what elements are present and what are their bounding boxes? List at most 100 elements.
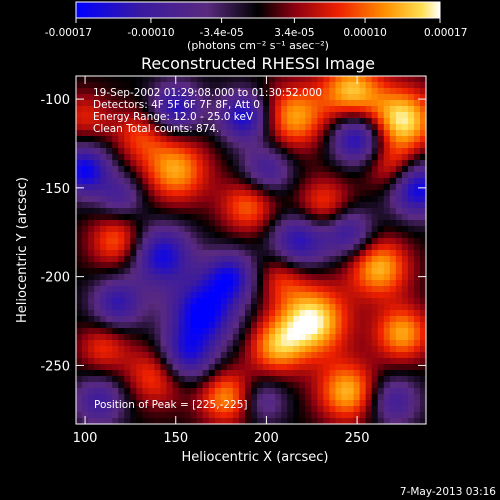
heatmap-cell	[359, 184, 367, 191]
heatmap-cell	[305, 106, 312, 113]
heatmap-cell	[88, 358, 95, 365]
heatmap-cell	[148, 154, 156, 161]
heatmap-cells	[76, 76, 427, 425]
heatmap-cell	[305, 124, 312, 131]
heatmap-cell	[172, 292, 180, 299]
chart-title: Reconstructed RHESSI Image	[141, 54, 375, 73]
heatmap-cell	[329, 190, 337, 197]
heatmap-cell	[377, 388, 385, 395]
heatmap-cell	[190, 100, 198, 107]
heatmap-cell	[184, 316, 192, 323]
heatmap-cell	[244, 106, 252, 113]
heatmap-cell	[353, 370, 361, 377]
heatmap-cell	[166, 256, 174, 263]
heatmap-cell	[353, 232, 361, 239]
heatmap-cell	[232, 94, 240, 101]
heatmap-cell	[383, 268, 391, 275]
heatmap-cell	[118, 334, 125, 341]
heatmap-cell	[317, 406, 325, 413]
heatmap-cell	[202, 268, 210, 275]
heatmap-cell	[88, 388, 95, 395]
heatmap-cell	[148, 208, 156, 215]
heatmap-cell	[323, 262, 331, 269]
heatmap-cell	[317, 316, 325, 323]
heatmap-cell	[371, 232, 379, 239]
heatmap-cell	[148, 406, 156, 413]
heatmap-cell	[178, 394, 186, 401]
heatmap-cell	[293, 82, 300, 89]
heatmap-cell	[214, 124, 222, 131]
heatmap-cell	[263, 328, 270, 335]
heatmap-cell	[160, 304, 168, 311]
heatmap-cell	[142, 352, 150, 359]
heatmap-cell	[148, 172, 156, 179]
heatmap-cell	[371, 208, 379, 215]
heatmap-cell	[347, 382, 355, 389]
heatmap-cell	[419, 94, 427, 101]
heatmap-cell	[118, 136, 125, 143]
heatmap-cell	[281, 358, 288, 365]
heatmap-cell	[88, 322, 95, 329]
heatmap-cell	[323, 364, 331, 371]
heatmap-cell	[124, 124, 131, 131]
heatmap-cell	[407, 76, 415, 83]
heatmap-cell	[407, 238, 415, 245]
heatmap-cell	[172, 316, 180, 323]
heatmap-cell	[232, 226, 240, 233]
heatmap-cell	[160, 76, 168, 83]
heatmap-cell	[76, 130, 83, 137]
heatmap-cell	[136, 340, 143, 347]
heatmap-cell	[269, 250, 276, 257]
heatmap-cell	[112, 220, 119, 227]
heatmap-cell	[82, 190, 89, 197]
heatmap-cell	[94, 106, 101, 113]
heatmap-cell	[100, 226, 107, 233]
heatmap-cell	[251, 208, 258, 215]
heatmap-cell	[94, 118, 101, 125]
heatmap-cell	[329, 292, 337, 299]
heatmap-cell	[341, 94, 349, 101]
heatmap-cell	[82, 118, 89, 125]
heatmap-cell	[341, 382, 349, 389]
heatmap-cell	[106, 220, 113, 227]
heatmap-cell	[275, 268, 282, 275]
heatmap-cell	[281, 268, 288, 275]
heatmap-cell	[353, 202, 361, 209]
heatmap-cell	[166, 358, 174, 365]
heatmap-cell	[395, 376, 403, 383]
heatmap-cell	[172, 286, 180, 293]
heatmap-cell	[407, 292, 415, 299]
heatmap-cell	[293, 298, 300, 305]
heatmap-cell	[76, 400, 83, 407]
heatmap-cell	[287, 208, 294, 215]
heatmap-cell	[154, 142, 162, 149]
heatmap-cell	[190, 268, 198, 275]
heatmap-cell	[293, 370, 300, 377]
heatmap-cell	[329, 76, 337, 83]
heatmap-cell	[118, 262, 125, 269]
heatmap-cell	[76, 148, 83, 155]
heatmap-cell	[335, 190, 343, 197]
heatmap-cell	[226, 346, 234, 353]
heatmap-cell	[269, 418, 276, 425]
heatmap-cell	[341, 190, 349, 197]
heatmap-cell	[76, 418, 83, 425]
heatmap-cell	[238, 100, 246, 107]
heatmap-cell	[353, 376, 361, 383]
heatmap-cell	[166, 346, 174, 353]
heatmap-cell	[323, 286, 331, 293]
heatmap-cell	[419, 364, 427, 371]
heatmap-cell	[347, 304, 355, 311]
heatmap-cell	[251, 178, 258, 185]
heatmap-cell	[395, 130, 403, 137]
heatmap-cell	[238, 412, 246, 419]
heatmap-cell	[407, 88, 415, 95]
heatmap-cell	[214, 304, 222, 311]
heatmap-cell	[130, 286, 137, 293]
heatmap-cell	[413, 238, 421, 245]
heatmap-cell	[220, 244, 228, 251]
heatmap-cell	[299, 214, 306, 221]
heatmap-cell	[383, 142, 391, 149]
heatmap-cell	[311, 214, 318, 221]
heatmap-cell	[172, 232, 180, 239]
